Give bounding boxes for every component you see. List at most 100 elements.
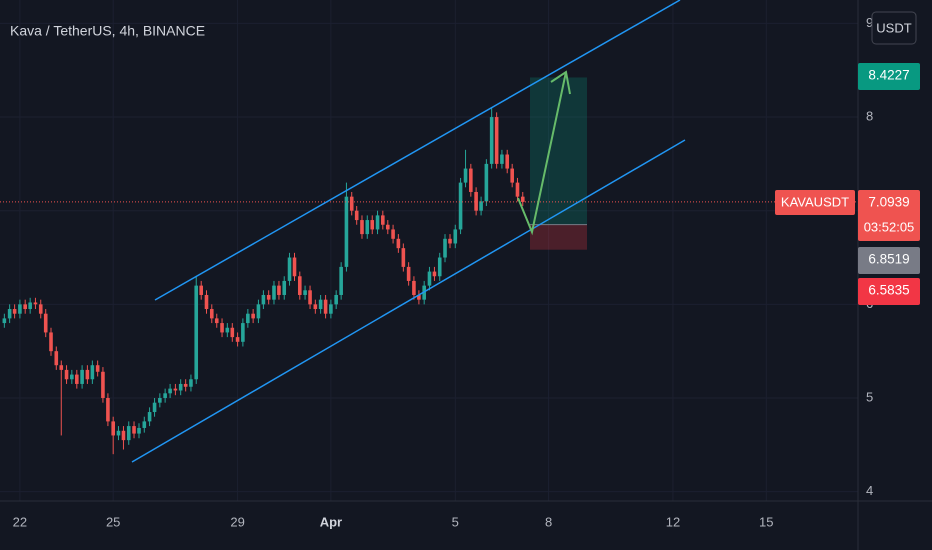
candle-body [80, 369, 84, 384]
candle-body [75, 374, 79, 384]
candle-body [406, 266, 411, 281]
candle-body [443, 238, 447, 258]
y-tick-label: 8 [866, 108, 873, 123]
y-tick-label: 4 [866, 483, 873, 498]
candle-body [484, 163, 489, 202]
candle-body [90, 365, 95, 380]
candle-body [59, 365, 64, 370]
candle-body [427, 271, 432, 286]
candle-body [106, 397, 110, 422]
candle-body [437, 257, 442, 277]
candle-body [158, 397, 162, 403]
y-tick-label: 9 [866, 15, 873, 30]
candle-body [220, 323, 224, 333]
target-label-box [858, 63, 920, 90]
candle-body [7, 309, 12, 319]
candle-body [344, 196, 349, 267]
countdown: 03:52:05 [864, 219, 915, 234]
candle-body [241, 323, 245, 342]
candle-body [261, 294, 266, 305]
candle-body [282, 280, 287, 295]
x-tick-label: 5 [452, 514, 459, 529]
candle-body [370, 220, 375, 230]
last-price-label-box [858, 190, 920, 241]
channel-lower [131, 139, 686, 463]
candle-body [500, 154, 504, 164]
candle-body [489, 117, 494, 164]
candle-body [142, 421, 147, 428]
candle-body [147, 412, 152, 422]
candle-body [448, 238, 452, 244]
candle-body [43, 313, 48, 333]
candle-body [12, 309, 17, 314]
candle-body [520, 196, 525, 202]
candle-body [329, 304, 333, 314]
x-tick-label: 22 [13, 514, 27, 529]
target-label: 8.4227 [868, 68, 909, 83]
candle-body [199, 285, 204, 295]
candle-body [287, 257, 292, 281]
candle-body [173, 388, 178, 391]
candle-body [474, 191, 478, 211]
candle-body [292, 257, 297, 277]
candle-body [272, 285, 276, 300]
candle-body [49, 332, 53, 352]
candle-body [225, 327, 230, 333]
currency-button[interactable] [871, 11, 917, 45]
candle-body [183, 383, 188, 387]
candle-body [303, 290, 307, 295]
candle-body [256, 304, 261, 319]
candle-body [178, 383, 183, 391]
candle-body [121, 430, 126, 441]
candle-body [251, 313, 255, 319]
candle-body [163, 393, 167, 398]
candle-body [323, 299, 328, 314]
candle-body [214, 318, 219, 324]
candle-body [235, 337, 240, 342]
drawings [131, 0, 686, 463]
candle-body [375, 215, 380, 230]
candle-body [313, 304, 318, 310]
candle-body [23, 304, 27, 310]
candle-body [401, 248, 406, 267]
x-tick-label: Apr [320, 514, 342, 529]
candle-body [64, 369, 69, 380]
symbol-label: KAVAUSDT [781, 194, 849, 209]
candle-body [101, 371, 105, 398]
symbol-box [775, 190, 855, 215]
candle-body [85, 369, 90, 380]
candle-body [510, 168, 514, 183]
candle-body [463, 168, 468, 183]
candle-body [479, 201, 483, 211]
channel-upper [154, 0, 681, 301]
candle-body [412, 280, 416, 295]
candle-body [194, 285, 199, 380]
forecast-arrow [517, 71, 567, 236]
candle-body [189, 379, 193, 387]
price-labels: USDT 8.4227 KAVAUSDT 7.0939 03:52:05 6.8519 6.… [775, 11, 920, 305]
candle-body [458, 182, 463, 230]
candle-body [297, 276, 302, 295]
candle-body [111, 421, 115, 436]
grid [0, 0, 858, 501]
candle-body [365, 220, 370, 235]
candle-body [339, 266, 343, 295]
candle-body [70, 374, 74, 380]
chart-title: Kava / TetherUS, 4h, BINANCE [10, 23, 205, 39]
candle-body [432, 271, 437, 277]
candle-body [308, 290, 312, 305]
candle-body [28, 302, 32, 310]
candle-body [209, 309, 214, 319]
last-price-label: 7.0939 [868, 195, 909, 210]
candle-body [204, 294, 209, 310]
candle-body [116, 430, 121, 436]
candle-body [505, 154, 510, 169]
candle-body [453, 229, 458, 244]
x-tick-label: 29 [230, 514, 244, 529]
candle-body [2, 318, 7, 324]
candle-body [391, 229, 395, 239]
candle-body [132, 426, 136, 434]
candle-body [277, 285, 281, 295]
